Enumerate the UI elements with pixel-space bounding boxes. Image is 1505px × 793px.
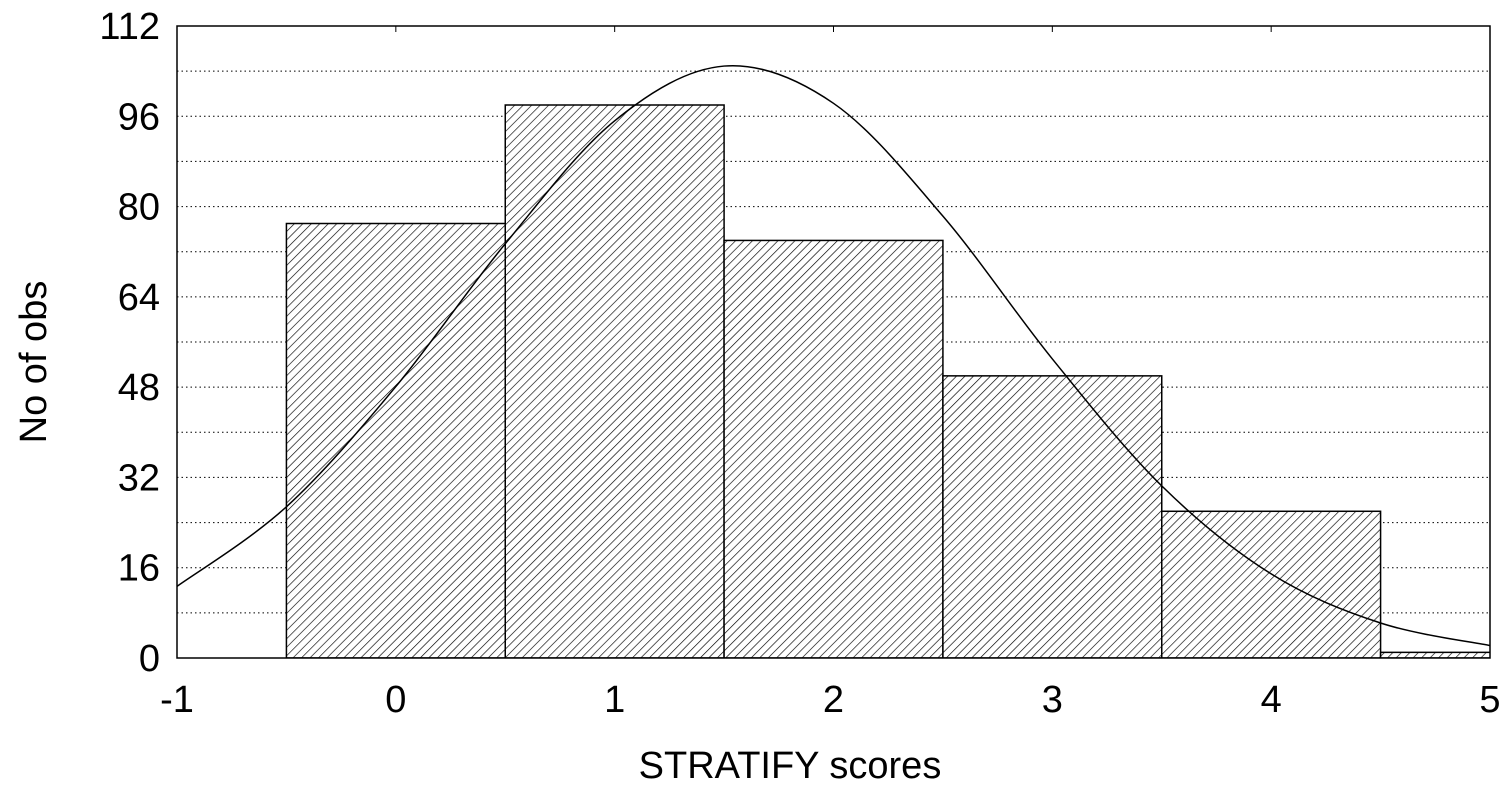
x-tick-label: 3	[1042, 679, 1063, 721]
x-axis-label: STRATIFY scores	[639, 745, 942, 787]
y-tick-label: 16	[118, 548, 160, 590]
y-tick-label: 32	[118, 457, 160, 499]
x-tick-label: -1	[160, 679, 194, 721]
y-tick-label: 80	[118, 187, 160, 229]
x-tick-label: 4	[1261, 679, 1282, 721]
histogram-bar	[1379, 651, 1490, 658]
y-axis-label: No of obs	[13, 281, 55, 444]
x-tick-label: 0	[385, 679, 406, 721]
y-tick-label: 64	[118, 277, 160, 319]
histogram-bar	[1161, 510, 1382, 658]
x-tick-label: 2	[823, 679, 844, 721]
y-tick-label: 112	[99, 6, 160, 48]
histogram-bar	[285, 222, 506, 658]
y-tick-label: 48	[118, 367, 160, 409]
histogram-bar	[942, 375, 1163, 658]
y-tick-label: 96	[118, 96, 160, 138]
histogram-bar	[504, 104, 725, 658]
x-tick-label: 5	[1479, 679, 1500, 721]
y-tick-label: 0	[139, 638, 160, 680]
x-tick-label: 1	[604, 679, 625, 721]
histogram-bar	[723, 239, 944, 658]
normal-fit-curve	[177, 64, 1490, 647]
